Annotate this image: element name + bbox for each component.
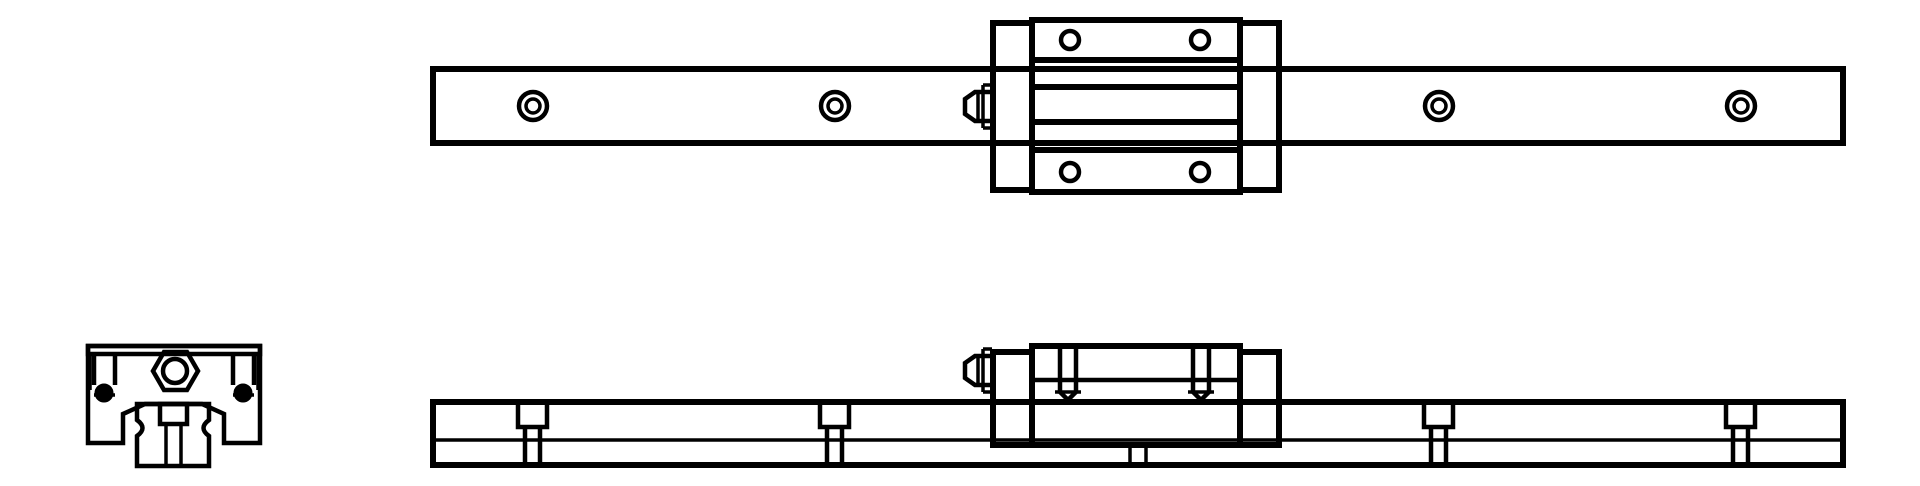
grease-nipple-end bbox=[150, 349, 201, 393]
end-bolt-left bbox=[86, 352, 118, 403]
carriage-end-cap-right-side bbox=[1237, 349, 1282, 448]
carriage-body-top bbox=[1029, 17, 1243, 195]
rail-bolt-1 bbox=[515, 404, 550, 465]
top-view bbox=[430, 17, 1846, 195]
carriage-bolt-2 bbox=[1188, 348, 1214, 404]
rail-hole-1 bbox=[516, 89, 550, 123]
rail-bolt-2 bbox=[817, 404, 852, 465]
grease-nipple-side bbox=[962, 347, 992, 394]
grease-nipple-top bbox=[962, 83, 992, 130]
carriage-body-side bbox=[1029, 343, 1243, 448]
carriage-end-cap-left bbox=[990, 20, 1035, 193]
rail-bolt-4 bbox=[1723, 404, 1758, 465]
carriage-hole-4 bbox=[1188, 160, 1212, 184]
carriage-bolt-1 bbox=[1055, 348, 1081, 404]
carriage-end-cap-right bbox=[1237, 20, 1282, 193]
end-bolt-right bbox=[230, 352, 262, 403]
carriage-hole-1 bbox=[1058, 28, 1082, 52]
carriage-hole-2 bbox=[1188, 28, 1212, 52]
carriage-hole-3 bbox=[1058, 160, 1082, 184]
carriage-end-cap-left-side bbox=[990, 349, 1035, 448]
rail-side bbox=[430, 399, 1846, 468]
rail-hole-4 bbox=[1724, 89, 1758, 123]
rail-bolt-3 bbox=[1421, 404, 1456, 465]
rail-hole-3 bbox=[1422, 89, 1456, 123]
end-view bbox=[85, 343, 263, 469]
side-view bbox=[430, 343, 1846, 468]
rail-hole-2 bbox=[818, 89, 852, 123]
rail-section bbox=[134, 401, 212, 469]
rail-top bbox=[430, 66, 1846, 146]
